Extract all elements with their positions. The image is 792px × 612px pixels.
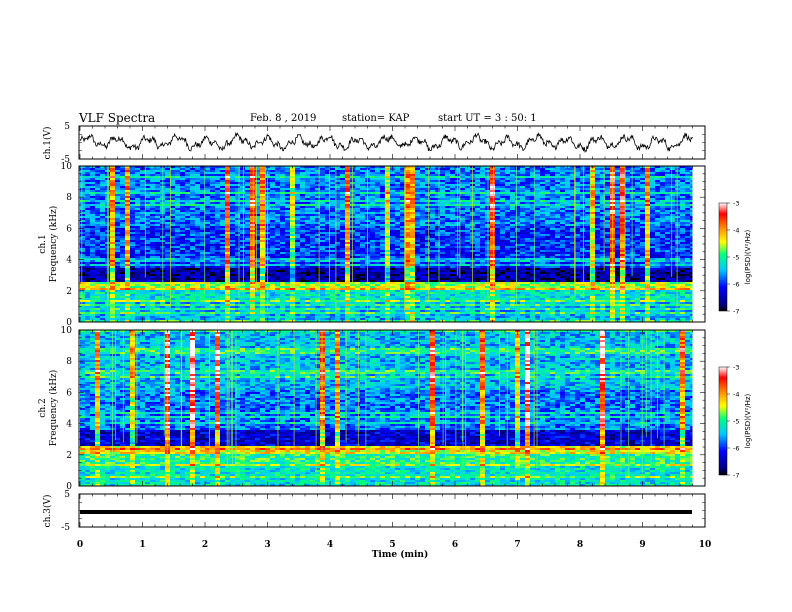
colorbar-tick-label: -5 <box>733 254 739 262</box>
ch2-spec-ylabel: Frequency (kHz) <box>48 370 59 447</box>
colorbar-tick-label: -6 <box>733 281 739 289</box>
figure-title: VLF Spectra <box>79 111 155 125</box>
ch1-colorbar <box>718 202 728 312</box>
ch1-waveform-line <box>80 131 693 153</box>
colorbar-tick-label: -3 <box>733 364 739 372</box>
y-tick-label: -5 <box>61 523 70 533</box>
y-tick-label: 5 <box>64 122 70 132</box>
colorbar-tick-label: -7 <box>733 472 739 480</box>
header-station: station= KAP <box>342 113 409 124</box>
ch2-spectrogram-image <box>80 330 706 487</box>
x-tick-label: 10 <box>699 540 712 550</box>
colorbar-tick-label: -4 <box>733 227 739 235</box>
header-date: Feb. 8 , 2019 <box>250 113 316 124</box>
x-tick-label: 4 <box>327 540 333 550</box>
ch1-spec-ylabel: Frequency (kHz) <box>48 206 59 283</box>
header-start-time: start UT = 3 : 50: 1 <box>438 113 537 124</box>
y-tick-label: 4 <box>66 256 72 266</box>
ch2-spec-chlabel: ch.2 <box>38 398 48 417</box>
x-tick-label: 1 <box>139 540 145 550</box>
x-tick-label: 6 <box>452 540 458 550</box>
colorbar-tick-label: -3 <box>733 200 739 208</box>
y-tick-label: 0 <box>66 318 72 328</box>
colorbar-tick-label: -5 <box>733 418 739 426</box>
y-tick-label: 10 <box>61 162 73 172</box>
colorbar-tick-label: -7 <box>733 308 739 316</box>
y-tick-label: 2 <box>66 451 72 461</box>
ch2-colorbar <box>718 366 728 476</box>
ch3-waveform-ylabel: ch.3(V) <box>42 495 53 528</box>
ch1-spec-chlabel: ch.1 <box>38 234 48 253</box>
colorbar-ticks: -3 -4 -5 -6 -7 -3 -4 -5 -6 -7 <box>727 200 739 480</box>
x-tick-label: 9 <box>639 540 645 550</box>
y-tick-label: 8 <box>66 193 72 203</box>
ch2-colorbar-label: log(PSD)(V²/Hz) <box>744 393 752 448</box>
x-tick-label: 3 <box>264 540 270 550</box>
y-tick-label: 5 <box>64 490 70 500</box>
ch1-waveform-frame <box>78 125 706 160</box>
x-tick-label: 7 <box>514 540 520 550</box>
y-tick-label: 6 <box>66 224 72 234</box>
y-tick-label: 10 <box>61 326 73 336</box>
y-tick-label: 6 <box>66 388 72 398</box>
ch1-waveform-ylabel: ch.1(V) <box>42 127 53 160</box>
y-tick-label: 2 <box>66 287 72 297</box>
colorbar-tick-label: -4 <box>733 391 739 399</box>
x-tick-label: 0 <box>77 540 83 550</box>
x-axis-label: Time (min) <box>372 549 429 560</box>
x-tick-label: 5 <box>389 540 395 550</box>
y-tick-label: 4 <box>66 420 72 430</box>
y-tick-label: 0 <box>66 482 72 492</box>
colorbar-tick-label: -6 <box>733 445 739 453</box>
ch1-spectrogram-image <box>80 166 706 323</box>
x-tick-label: 2 <box>202 540 208 550</box>
y-tick-label: -5 <box>61 155 70 165</box>
ch1-colorbar-label: log(PSD)(V²/Hz) <box>744 229 752 284</box>
x-tick-label: 8 <box>577 540 583 550</box>
y-tick-label: 8 <box>66 357 72 367</box>
